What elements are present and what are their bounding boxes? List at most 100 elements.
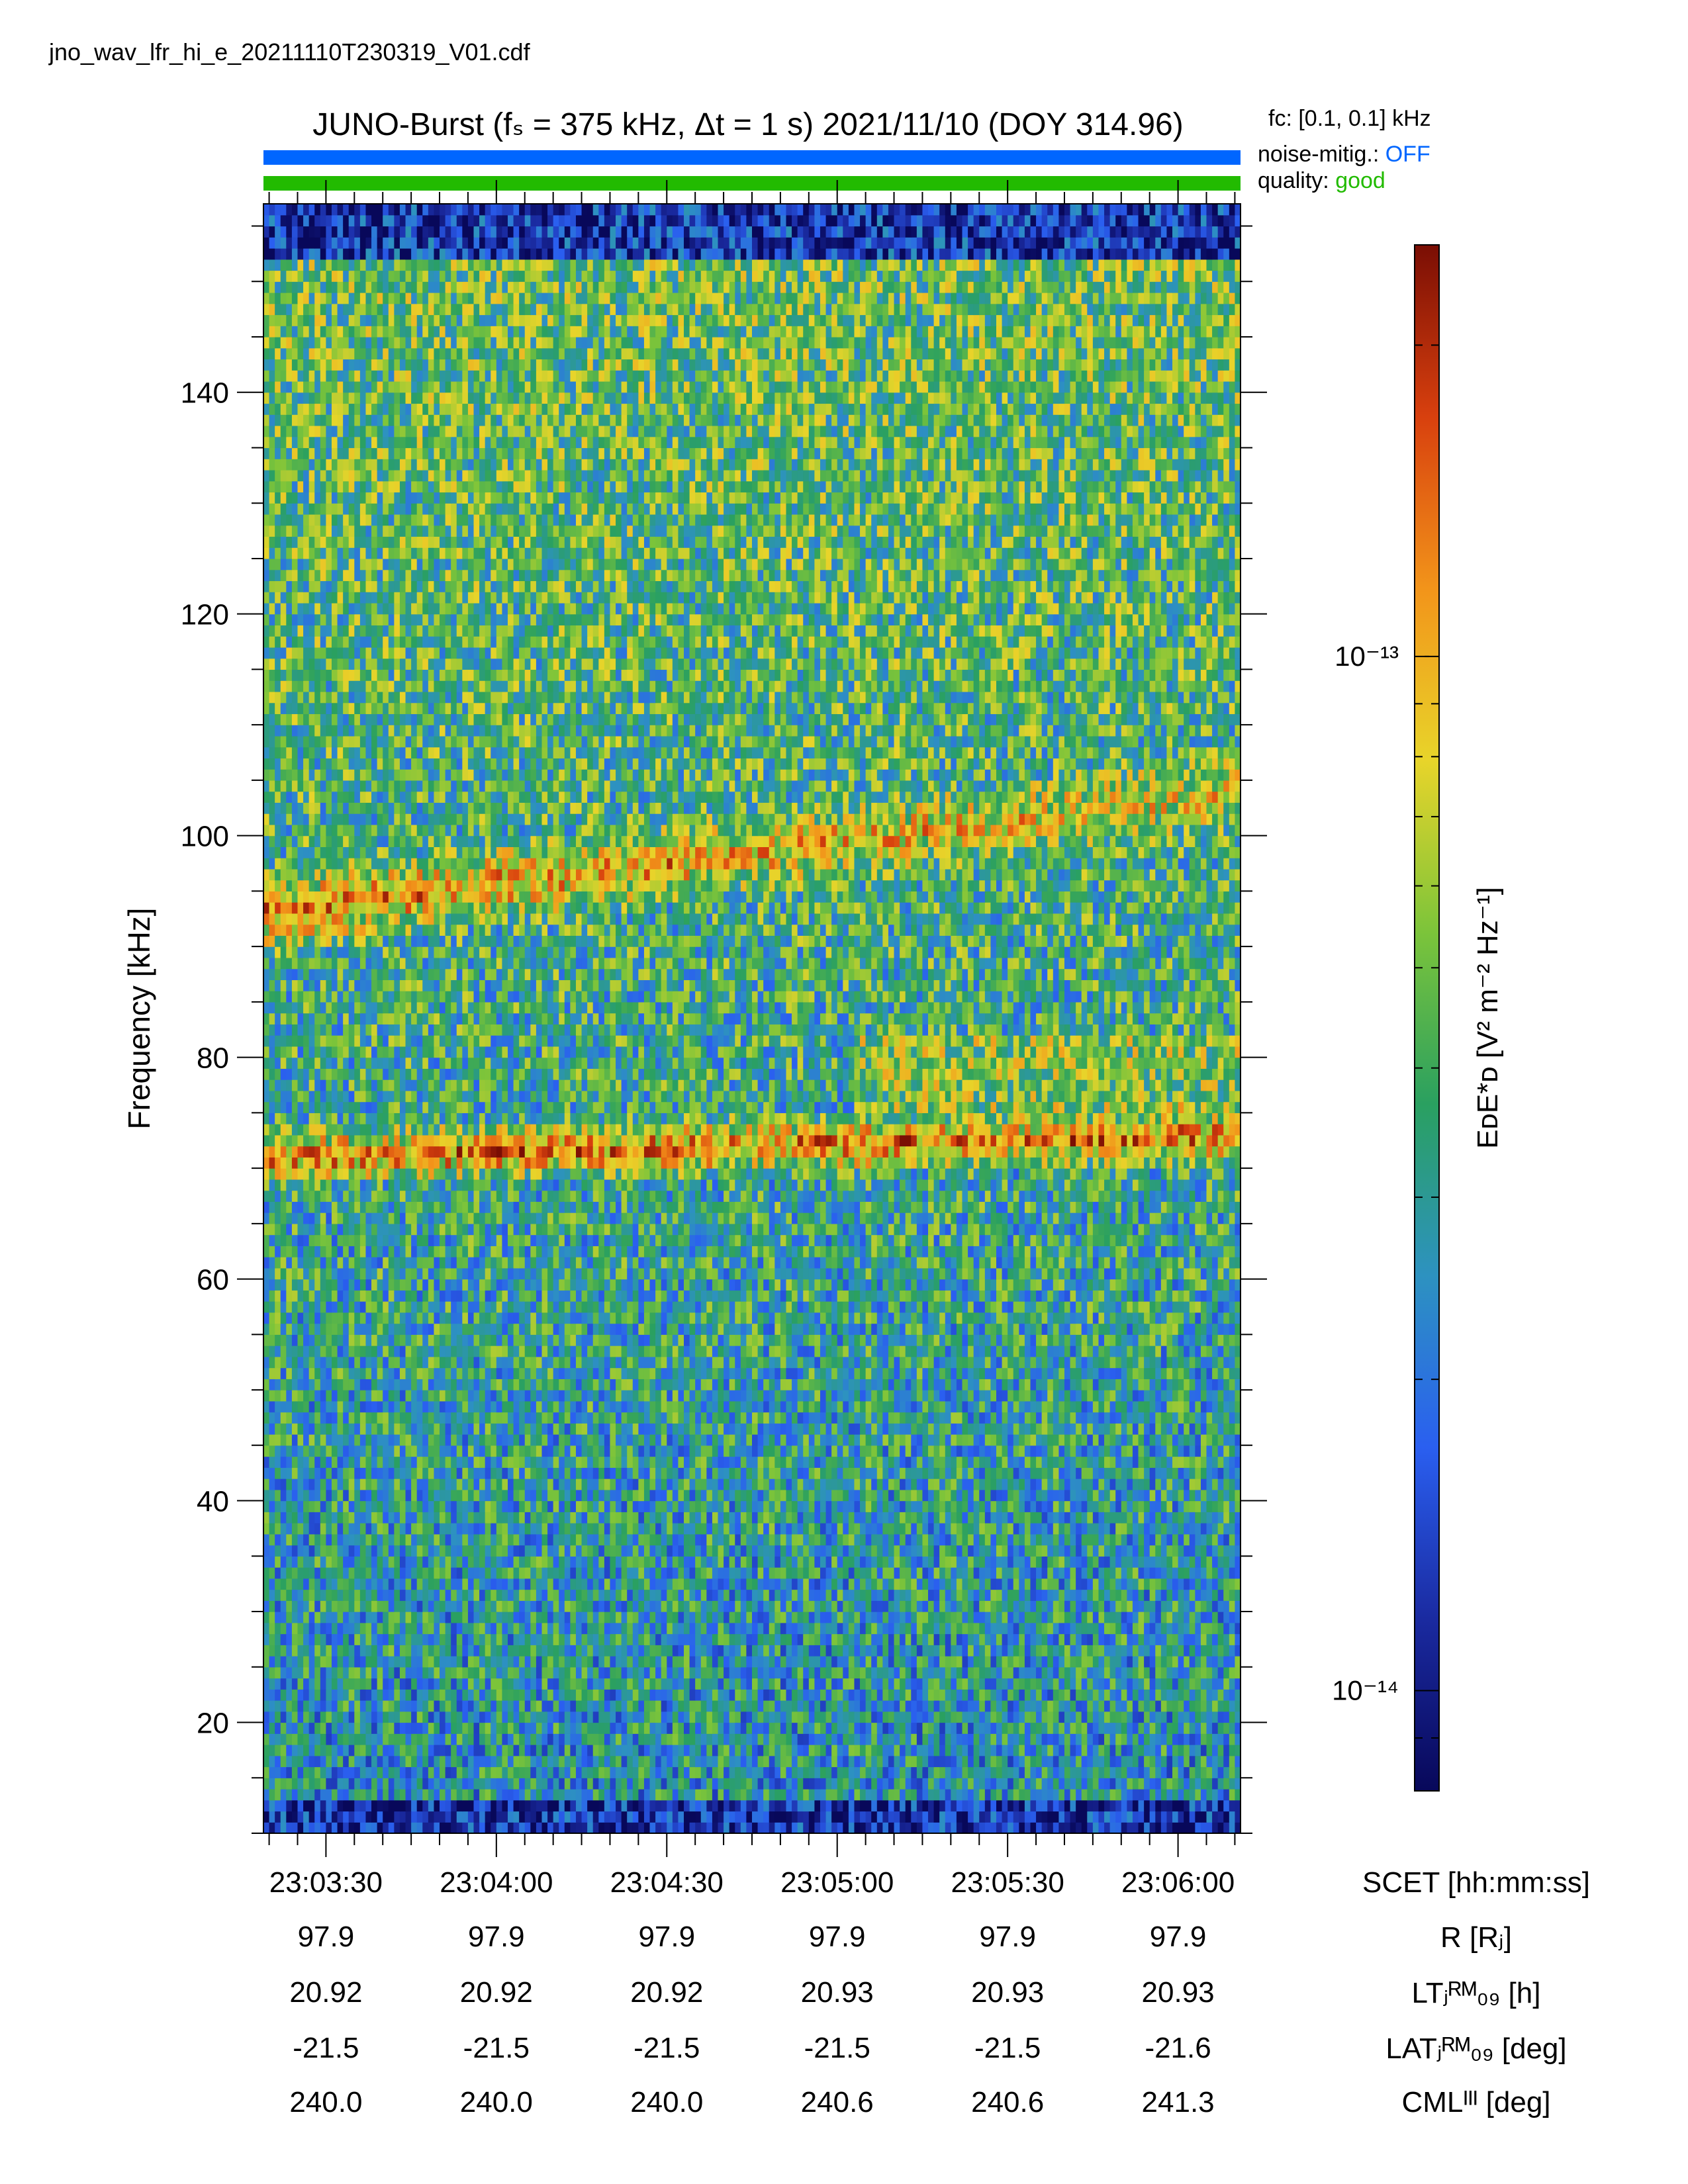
heatmap-cell [643,1789,651,1801]
heatmap-cell [1019,1811,1025,1823]
heatmap-cell [808,1799,815,1812]
heatmap-cell [422,1778,429,1790]
heatmap-cell [729,1811,735,1823]
heatmap-cell [1092,1789,1100,1801]
heatmap-cell [968,1755,974,1768]
heatmap-cell [996,1811,1003,1823]
heatmap-cell [314,1755,321,1768]
heatmap-cell [769,1766,775,1778]
heatmap-cell [456,1755,463,1768]
heatmap-cell [1002,1755,1008,1768]
heatmap-cell [553,1811,559,1823]
heatmap-cell [365,1745,372,1756]
heatmap-cell [843,1822,849,1834]
heatmap-cell [627,1778,633,1790]
heatmap-cell [996,1766,1003,1778]
heatmap-cell [706,1778,713,1790]
heatmap-cell [837,1778,843,1790]
heatmap-cell [729,1789,735,1801]
heatmap-cell [763,1778,770,1790]
heatmap-cell [1115,1755,1122,1768]
heatmap-cell [1081,1822,1088,1834]
heatmap-cell [757,1799,764,1812]
heatmap-cell [882,1799,889,1812]
heatmap-cell [365,1822,372,1834]
heatmap-cell [508,1799,514,1812]
heatmap-cell [1076,1799,1082,1812]
heatmap-cell [280,1755,287,1768]
heatmap-cell [1121,1822,1127,1834]
heatmap-cell [712,1811,719,1823]
heatmap-cell [1008,1755,1014,1768]
heatmap-cell [1053,1766,1059,1778]
heatmap-cell [405,1789,412,1801]
heatmap-cell [848,1766,855,1778]
heatmap-cell [1024,1822,1031,1834]
heatmap-cell [786,1766,792,1778]
heatmap-cell [831,1822,838,1834]
heatmap-cell [275,1799,281,1812]
heatmap-cell [371,1789,378,1801]
heatmap-cell [757,1745,764,1756]
heatmap-cell [1138,1778,1145,1790]
heatmap-cell [990,1811,997,1823]
heatmap-cell [1229,1811,1236,1823]
heatmap-cell [638,1778,645,1790]
heatmap-cell [1138,1789,1145,1801]
heatmap-cell [291,1811,299,1823]
heatmap-cell [649,1799,656,1812]
heatmap-cell [1217,1755,1224,1768]
heatmap-cell [1189,1778,1196,1790]
heatmap-cell [519,1822,526,1834]
heatmap-cell [394,1778,400,1790]
heatmap-cell [928,1789,935,1801]
heatmap-cell [1087,1799,1094,1812]
heatmap-cell [456,1799,463,1812]
heatmap-cell [445,1811,451,1823]
heatmap-cell [945,1811,951,1823]
heatmap-cell [1166,1799,1173,1812]
heatmap-cell [769,1745,775,1756]
heatmap-cell [485,1778,491,1790]
heatmap-cell [882,1766,889,1778]
heatmap-cell [962,1778,968,1790]
heatmap-cell [763,1799,770,1812]
heatmap-cell [797,1766,804,1778]
heatmap-cell [968,1799,974,1812]
heatmap-cell [854,1811,861,1823]
heatmap-cell [570,1789,577,1801]
heatmap-cell [911,1799,917,1812]
heatmap-cell [348,1745,355,1756]
heatmap-cell [1002,1789,1008,1801]
heatmap-cell [604,1822,611,1834]
heatmap-cell [1189,1766,1196,1778]
heatmap-cell [1160,1778,1168,1790]
heatmap-cell [922,1778,929,1790]
heatmap-cell [996,1799,1003,1812]
heatmap-cell [695,1755,702,1768]
heatmap-cell [479,1822,486,1834]
heatmap-cell [916,1755,923,1768]
heatmap-cell [587,1789,594,1801]
heatmap-cell [1098,1811,1105,1823]
heatmap-cell [519,1789,526,1801]
heatmap-cell [314,1766,321,1778]
heatmap-cell [519,1799,526,1812]
heatmap-cell [1092,1755,1100,1768]
heatmap-cell [575,1745,583,1756]
heatmap-cell [933,1766,940,1778]
heatmap-cell [1008,1811,1014,1823]
heatmap-cell [979,1778,986,1790]
heatmap-cell [297,1789,304,1801]
heatmap-cell [939,1822,946,1834]
heatmap-cell [865,1755,872,1768]
heatmap-cell [1223,1811,1230,1823]
heatmap-cell [303,1755,310,1768]
heatmap-cell [871,1789,878,1801]
heatmap-cell [365,1766,372,1778]
heatmap-cell [900,1822,906,1834]
heatmap-cell [553,1789,559,1801]
heatmap-cell [956,1822,963,1834]
heatmap-cell [508,1766,514,1778]
heatmap-cell [900,1755,906,1768]
